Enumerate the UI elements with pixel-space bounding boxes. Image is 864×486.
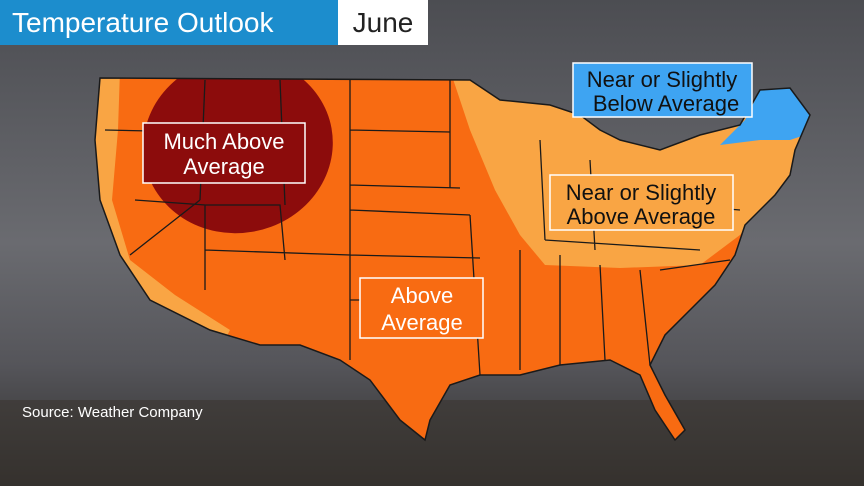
label-text: Above Average (567, 204, 716, 229)
label-text: Average (183, 154, 265, 179)
label-box (359, 277, 484, 339)
title: Temperature Outlook (12, 7, 274, 38)
label-much-above: Much Above Average (142, 122, 306, 184)
header: Temperature Outlook June (0, 0, 428, 45)
label-text: Near or Slightly (566, 180, 716, 205)
title-box (0, 0, 338, 45)
label-near-above: Near or Slightly Above Average (549, 174, 734, 231)
label-text: Below Average (593, 91, 739, 116)
label-box (142, 122, 306, 184)
label-above: Above Average (359, 277, 484, 339)
label-box (549, 174, 734, 231)
month-box (338, 0, 428, 45)
month: June (353, 7, 414, 38)
label-text: Average (381, 310, 463, 335)
label-text: Near or Slightly (587, 67, 737, 92)
label-near-below: Near or Slightly Below Average (572, 62, 753, 118)
label-text: Above (391, 283, 453, 308)
label-box (572, 62, 753, 118)
source: Source: Weather Company (22, 404, 203, 421)
label-text: Much Above (163, 129, 284, 154)
